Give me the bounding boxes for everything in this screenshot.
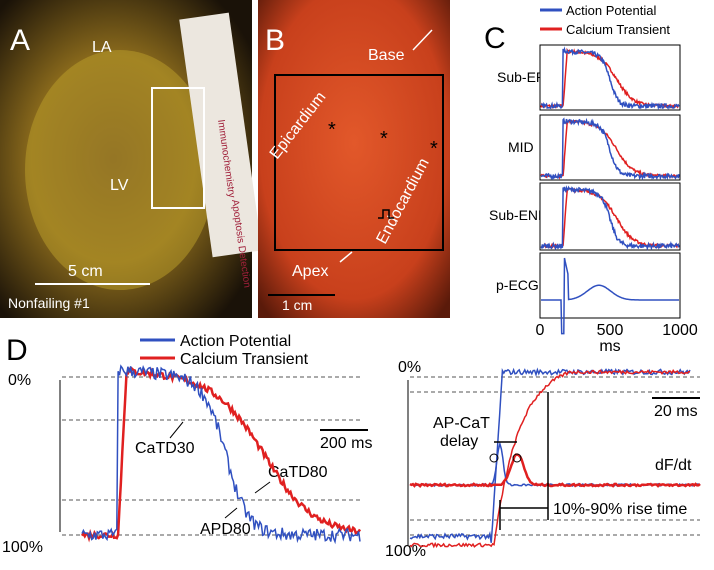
x-unit: ms [599,338,620,355]
annotation: Base [368,47,405,64]
row-label: Sub-EPI [497,69,549,85]
marker: * [380,128,388,150]
panel-label: A [10,24,30,57]
trace [80,366,362,543]
trace [541,46,680,111]
panel-b: B Base Epicardium Endocardium Apex * * *… [258,0,450,318]
x-tick-label: 500 [597,322,624,339]
panel-label: D [6,334,28,367]
x-tick-label: 1000 [662,322,698,339]
scale-label: 200 ms [320,435,372,452]
scale-label: 1 cm [282,297,312,313]
panel-a: Immunochemistry Apoptosis Detection A LA… [0,0,263,318]
pointer [254,481,271,494]
annotation: dF/dt [655,457,692,474]
trace [540,186,680,250]
panel-label: C [484,22,506,55]
trace-box [539,114,681,181]
annotation: LV [110,177,129,194]
marker: * [328,119,336,141]
panel-label: B [265,24,285,57]
pointer [224,507,238,519]
level-label: 0% [8,372,31,389]
scale-label: 20 ms [654,403,698,420]
trace [409,453,701,488]
trace [540,185,680,251]
arrow [339,251,353,263]
pointer [169,421,184,439]
annotation: CaTD80 [268,464,328,481]
panel-d: D Action Potential Calcium Transient 0% … [2,333,701,560]
stimulus [378,209,394,219]
trace [540,117,680,181]
annotation: APD80 [200,521,251,538]
annotation: AP-CaT [433,415,490,432]
annotation: Apex [292,263,328,280]
trace [409,368,691,549]
level-label: 100% [385,543,426,560]
row-label: p-ECG [496,277,539,293]
marker [489,453,499,463]
annotation: LA [92,39,112,56]
row-label: MID [508,139,534,155]
ruler [179,12,263,258]
trace [81,364,361,545]
arrow [412,29,433,51]
photo [258,0,450,318]
marker [512,453,522,463]
level-label: 100% [2,539,43,556]
box [151,87,205,209]
annotation: 10%-90% rise time [553,501,687,518]
annotation: delay [440,433,478,450]
legend-label: Calcium Transient [180,351,309,368]
trace [541,257,679,335]
panel-c: C Action Potential Calcium Transient Sub… [484,3,698,355]
legend-label: Action Potential [180,333,291,350]
sample: Nonfailing #1 [8,295,90,311]
level-label: 0% [398,359,421,376]
x-tick-label: 0 [536,322,545,339]
box [274,74,444,251]
legend-label: Calcium Transient [566,22,670,37]
trace [409,367,691,543]
legend-label: Action Potential [566,3,656,18]
heart [25,50,215,290]
annotation: CaTD30 [135,440,195,457]
scale-label: 5 cm [68,263,103,280]
marker: * [430,138,438,160]
